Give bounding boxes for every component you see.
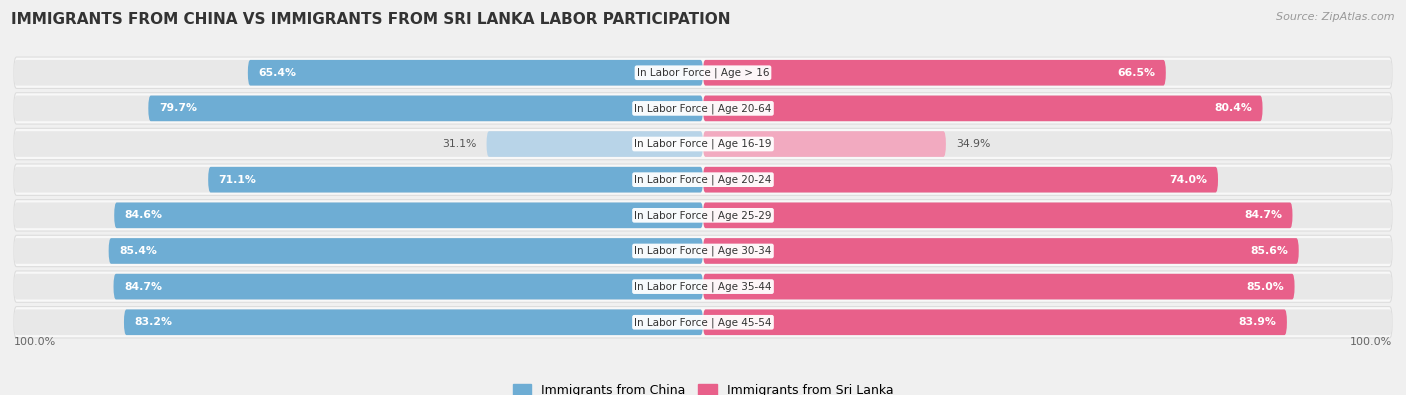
FancyBboxPatch shape (14, 164, 1392, 196)
FancyBboxPatch shape (703, 167, 1392, 192)
FancyBboxPatch shape (703, 60, 1392, 86)
FancyBboxPatch shape (703, 274, 1295, 299)
FancyBboxPatch shape (703, 238, 1299, 264)
Text: In Labor Force | Age 20-24: In Labor Force | Age 20-24 (634, 175, 772, 185)
Text: 85.6%: 85.6% (1250, 246, 1288, 256)
Text: 65.4%: 65.4% (259, 68, 297, 78)
Text: In Labor Force | Age > 16: In Labor Force | Age > 16 (637, 68, 769, 78)
FancyBboxPatch shape (14, 307, 1392, 338)
Text: 84.6%: 84.6% (125, 210, 163, 220)
Text: 100.0%: 100.0% (1350, 337, 1392, 347)
FancyBboxPatch shape (703, 274, 1392, 299)
FancyBboxPatch shape (114, 203, 703, 228)
Text: 71.1%: 71.1% (218, 175, 256, 185)
FancyBboxPatch shape (703, 309, 1392, 335)
Text: In Labor Force | Age 45-54: In Labor Force | Age 45-54 (634, 317, 772, 327)
Text: 85.0%: 85.0% (1246, 282, 1284, 292)
FancyBboxPatch shape (247, 60, 703, 86)
FancyBboxPatch shape (208, 167, 703, 192)
Text: IMMIGRANTS FROM CHINA VS IMMIGRANTS FROM SRI LANKA LABOR PARTICIPATION: IMMIGRANTS FROM CHINA VS IMMIGRANTS FROM… (11, 12, 731, 27)
FancyBboxPatch shape (703, 309, 1286, 335)
Text: 74.0%: 74.0% (1170, 175, 1208, 185)
FancyBboxPatch shape (703, 96, 1263, 121)
FancyBboxPatch shape (703, 167, 1218, 192)
FancyBboxPatch shape (14, 199, 1392, 231)
FancyBboxPatch shape (14, 235, 1392, 267)
Text: 83.9%: 83.9% (1239, 317, 1277, 327)
FancyBboxPatch shape (148, 96, 703, 121)
Legend: Immigrants from China, Immigrants from Sri Lanka: Immigrants from China, Immigrants from S… (508, 379, 898, 395)
Text: 84.7%: 84.7% (1244, 210, 1282, 220)
Text: 84.7%: 84.7% (124, 282, 162, 292)
FancyBboxPatch shape (14, 309, 703, 335)
Text: In Labor Force | Age 25-29: In Labor Force | Age 25-29 (634, 210, 772, 220)
Text: 85.4%: 85.4% (120, 246, 157, 256)
FancyBboxPatch shape (114, 274, 703, 299)
FancyBboxPatch shape (703, 203, 1392, 228)
FancyBboxPatch shape (108, 238, 703, 264)
Text: 80.4%: 80.4% (1215, 103, 1253, 113)
Text: 34.9%: 34.9% (956, 139, 991, 149)
Text: In Labor Force | Age 35-44: In Labor Force | Age 35-44 (634, 281, 772, 292)
FancyBboxPatch shape (14, 271, 1392, 302)
FancyBboxPatch shape (703, 131, 1392, 157)
Text: 100.0%: 100.0% (14, 337, 56, 347)
Text: 31.1%: 31.1% (441, 139, 477, 149)
FancyBboxPatch shape (486, 131, 703, 157)
Text: 66.5%: 66.5% (1118, 68, 1156, 78)
FancyBboxPatch shape (14, 131, 703, 157)
FancyBboxPatch shape (14, 274, 703, 299)
FancyBboxPatch shape (703, 96, 1392, 121)
FancyBboxPatch shape (703, 131, 946, 157)
FancyBboxPatch shape (14, 238, 703, 264)
Text: In Labor Force | Age 16-19: In Labor Force | Age 16-19 (634, 139, 772, 149)
FancyBboxPatch shape (14, 60, 703, 86)
Text: Source: ZipAtlas.com: Source: ZipAtlas.com (1277, 12, 1395, 22)
FancyBboxPatch shape (703, 203, 1292, 228)
Text: In Labor Force | Age 30-34: In Labor Force | Age 30-34 (634, 246, 772, 256)
FancyBboxPatch shape (703, 238, 1392, 264)
FancyBboxPatch shape (14, 93, 1392, 124)
Text: In Labor Force | Age 20-64: In Labor Force | Age 20-64 (634, 103, 772, 114)
FancyBboxPatch shape (14, 128, 1392, 160)
FancyBboxPatch shape (703, 60, 1166, 86)
FancyBboxPatch shape (14, 96, 703, 121)
Text: 83.2%: 83.2% (135, 317, 173, 327)
FancyBboxPatch shape (14, 57, 1392, 88)
FancyBboxPatch shape (14, 167, 703, 192)
Text: 79.7%: 79.7% (159, 103, 197, 113)
FancyBboxPatch shape (14, 203, 703, 228)
FancyBboxPatch shape (124, 309, 703, 335)
